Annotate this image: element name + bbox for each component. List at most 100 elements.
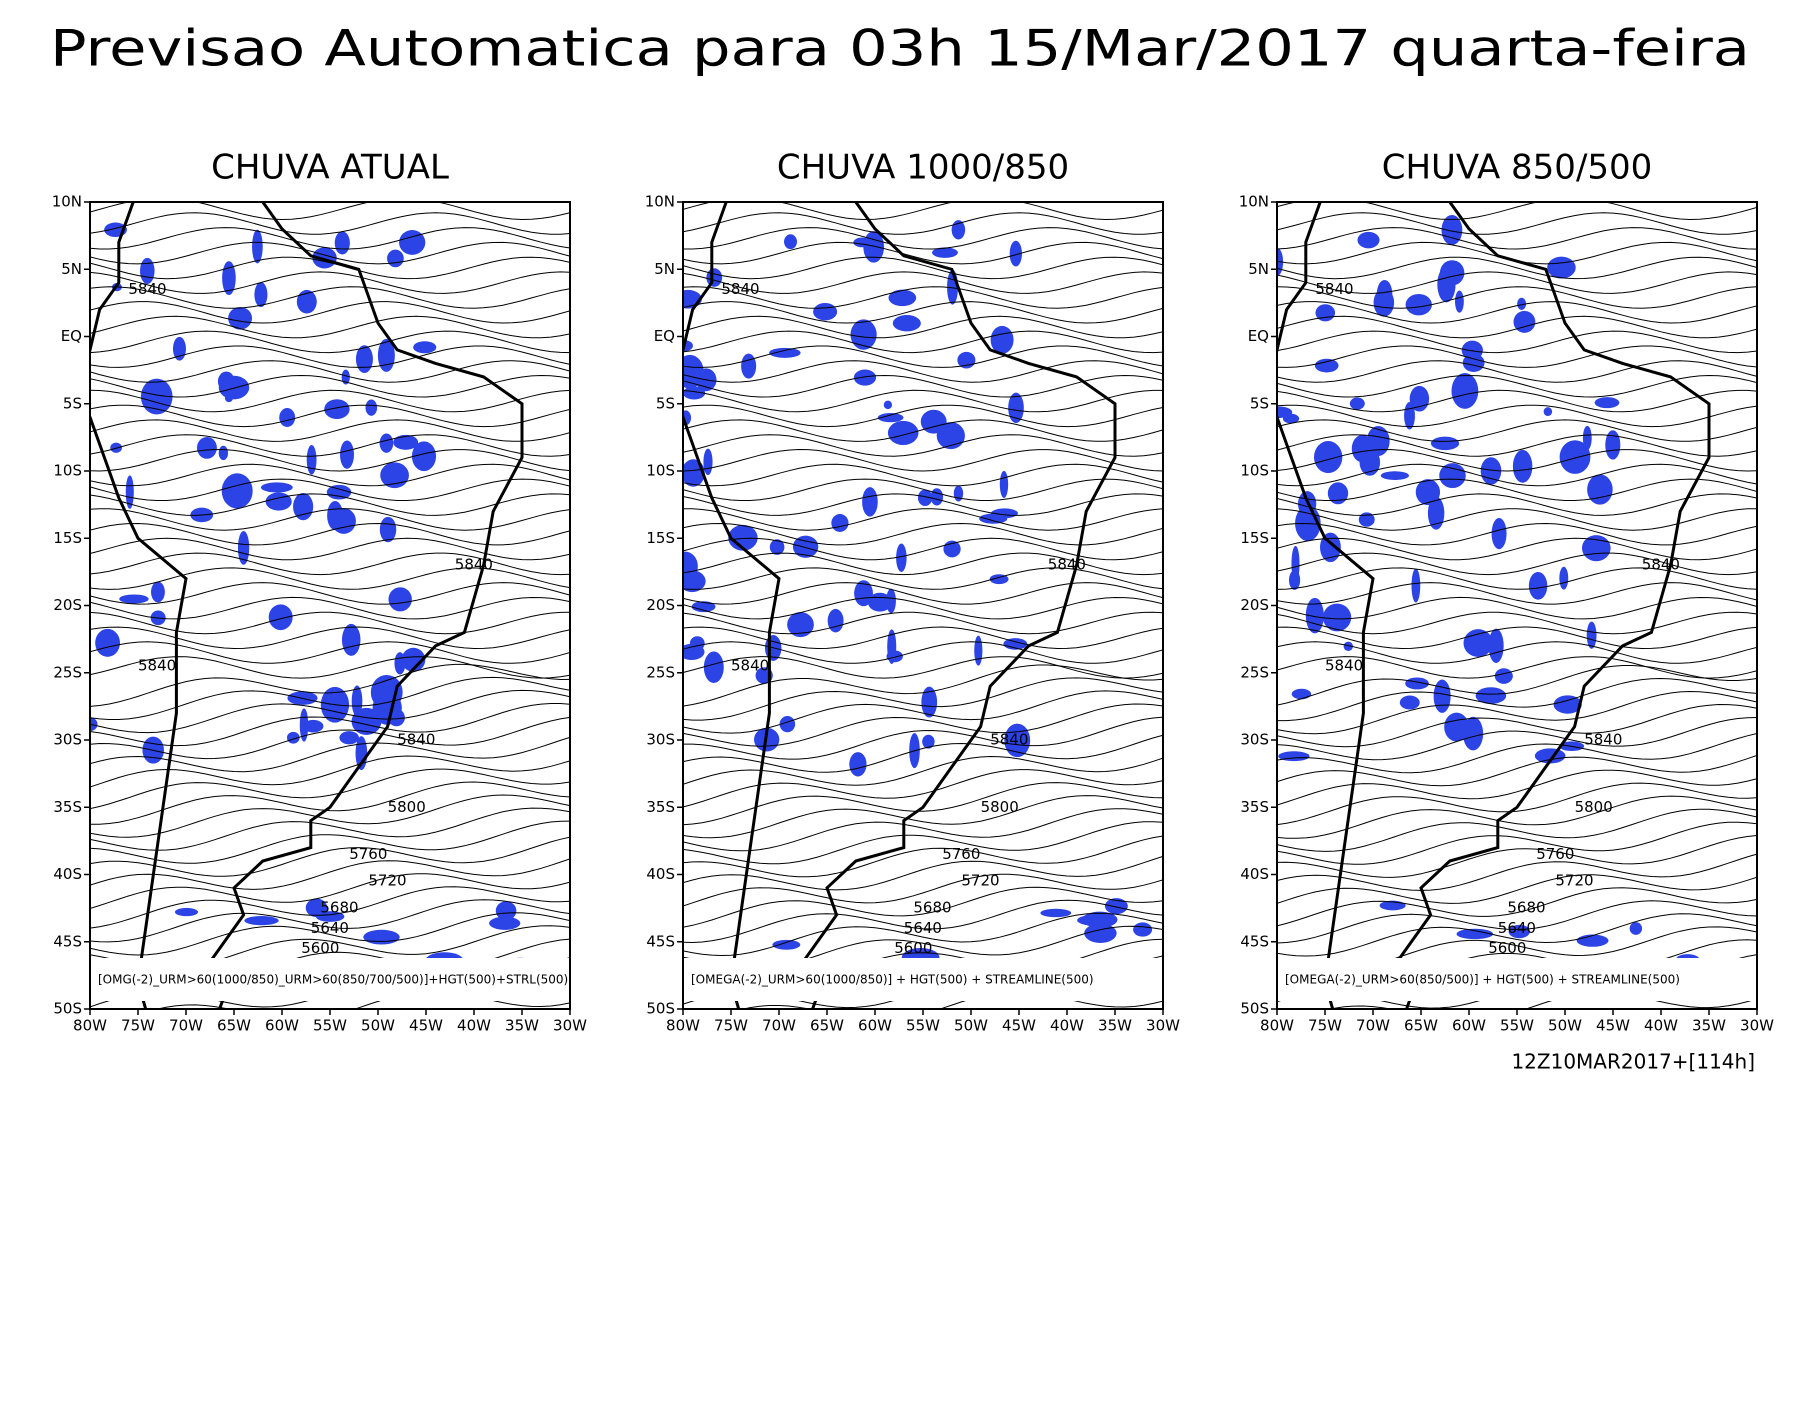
lon-tick-label: 45W xyxy=(1596,1017,1630,1035)
caption-box xyxy=(1278,958,1756,1001)
rain-patch xyxy=(260,482,293,493)
streamline xyxy=(1277,301,1757,324)
rain-patch xyxy=(1040,908,1072,918)
rain-patch xyxy=(1451,373,1479,409)
contour-label: 5640 xyxy=(1498,919,1536,937)
streamline xyxy=(1277,345,1757,368)
contour-label: 5840 xyxy=(1325,657,1363,675)
streamline xyxy=(90,212,570,235)
streamline xyxy=(683,582,1163,605)
rain-patch xyxy=(999,470,1009,498)
streamline xyxy=(683,912,1163,957)
streamline xyxy=(1277,913,1757,957)
streamline xyxy=(1277,887,1757,927)
rain-patch xyxy=(1357,231,1380,249)
streamline xyxy=(683,690,1163,734)
streamline xyxy=(90,873,570,909)
rain-patch xyxy=(119,594,149,604)
lon-tick-label: 50W xyxy=(361,1017,395,1035)
lon-tick-label: 35W xyxy=(1692,1017,1726,1035)
streamline xyxy=(683,703,1163,747)
streamline xyxy=(1277,900,1757,944)
streamline xyxy=(90,663,570,707)
contour-label: 5840 xyxy=(731,657,769,675)
lat-tick-label: 40S xyxy=(1240,865,1269,883)
streamline xyxy=(683,886,1163,928)
contour-label: 5760 xyxy=(1536,845,1574,863)
rain-patch xyxy=(1343,641,1353,651)
contour-label: 5840 xyxy=(1584,731,1622,749)
streamline xyxy=(90,641,570,664)
rain-patch xyxy=(489,916,521,930)
streamline xyxy=(683,419,1163,442)
lat-tick-label: 5N xyxy=(61,260,82,278)
lon-tick-label: 60W xyxy=(1452,1017,1486,1035)
streamline xyxy=(1277,582,1757,605)
map-area: 5840 5840 5840 5840 5800 5760 5720 5680 5640 5600 xyxy=(90,202,570,1009)
rain-patch xyxy=(1405,293,1432,316)
rain-patch xyxy=(95,628,120,657)
contour-label: 5600 xyxy=(301,939,339,957)
rain-patch xyxy=(936,422,965,450)
rain-patch xyxy=(1380,471,1410,480)
lon-tick-label: 75W xyxy=(121,1017,155,1035)
streamline xyxy=(683,835,1163,878)
rain-patch xyxy=(769,539,785,555)
lat-tick-label: 10N xyxy=(645,193,675,211)
rain-patch xyxy=(341,623,361,656)
streamline xyxy=(683,656,1163,679)
lon-tick-label: 30W xyxy=(553,1017,587,1035)
rain-patch xyxy=(254,282,268,308)
streamline xyxy=(90,567,570,590)
rain-patch xyxy=(252,229,263,264)
streamline xyxy=(90,689,570,734)
rain-patch xyxy=(1480,457,1502,485)
rain-patch xyxy=(355,345,373,374)
rain-patch xyxy=(1282,413,1300,424)
contour-label: 5840 xyxy=(1315,280,1353,298)
panel-title: CHUVA 850/500 xyxy=(1382,148,1653,188)
rain-patch xyxy=(1444,712,1469,742)
lat-tick-label: 5S xyxy=(1250,394,1269,412)
rain-patch xyxy=(1605,430,1621,460)
contour-label: 5720 xyxy=(1555,872,1593,890)
streamline xyxy=(90,768,570,810)
streamline xyxy=(1277,853,1757,891)
streamline xyxy=(90,611,570,635)
rain-patch xyxy=(1517,297,1527,310)
streamline xyxy=(1277,537,1757,561)
streamline xyxy=(1277,782,1757,826)
rain-patch xyxy=(691,601,716,613)
lat-tick-label: 10N xyxy=(1239,193,1269,211)
rain-patch xyxy=(1411,568,1421,603)
map-panel: 5840 5840 5840 5840 5800 5760 5720 5680 5640 5600… xyxy=(1239,148,1774,1035)
streamline xyxy=(683,493,1163,516)
streamline xyxy=(683,855,1163,891)
rain-patch xyxy=(1587,474,1613,505)
rain-patch xyxy=(1322,603,1352,632)
streamline xyxy=(1277,389,1757,413)
rain-patch xyxy=(1404,402,1415,430)
rain-patch xyxy=(299,708,309,742)
rain-patch xyxy=(365,399,378,416)
rain-patch xyxy=(401,647,426,672)
streamline xyxy=(1277,626,1757,650)
contour-label: 5640 xyxy=(904,919,942,937)
streamline xyxy=(683,873,1163,907)
rain-patch xyxy=(831,514,849,532)
rain-patch xyxy=(1594,397,1620,409)
streamline xyxy=(90,836,570,877)
rain-patch xyxy=(1508,924,1530,939)
streamline xyxy=(683,241,1163,265)
rain-patch xyxy=(792,535,819,558)
coastline xyxy=(90,202,524,1009)
streamline xyxy=(90,755,570,788)
rain-patch xyxy=(286,731,300,744)
rain-patch xyxy=(951,220,966,240)
lon-tick-label: 30W xyxy=(1740,1017,1774,1035)
lat-tick-label: 35S xyxy=(1240,798,1269,816)
rain-patch xyxy=(883,400,893,410)
lon-tick-label: 60W xyxy=(265,1017,299,1035)
rain-patch xyxy=(399,230,426,255)
streamline xyxy=(90,582,570,605)
